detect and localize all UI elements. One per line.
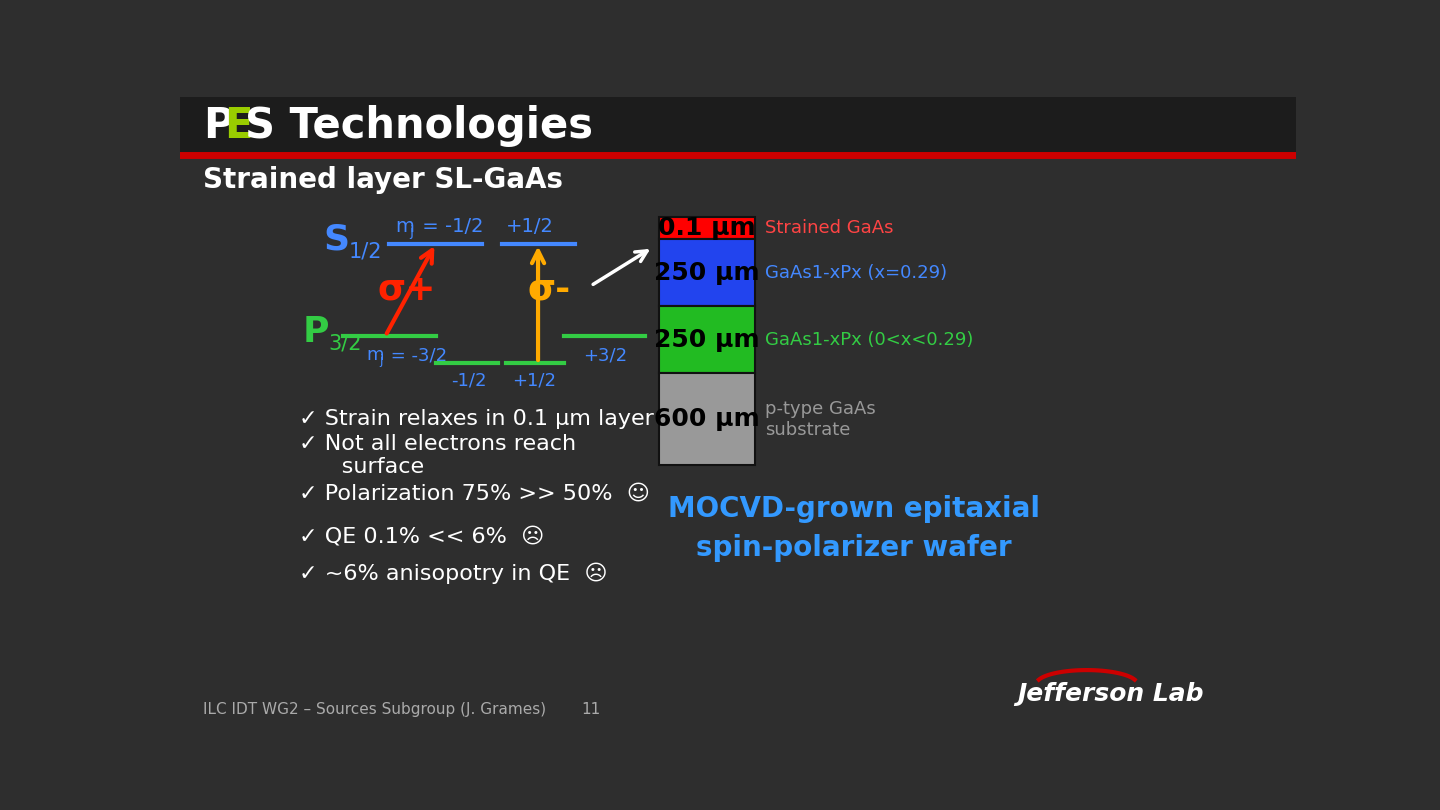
Text: ✓ QE 0.1% << 6%  ☹: ✓ QE 0.1% << 6% ☹ (298, 526, 544, 546)
Text: -1/2: -1/2 (451, 372, 487, 390)
Text: = -3/2: = -3/2 (384, 346, 446, 364)
Text: 11: 11 (582, 701, 600, 717)
Text: 1/2: 1/2 (348, 241, 383, 261)
Text: σ+: σ+ (377, 273, 436, 307)
Text: GaAs1-xPx (x=0.29): GaAs1-xPx (x=0.29) (765, 263, 948, 282)
Text: P: P (203, 104, 233, 147)
Text: m: m (366, 346, 383, 364)
Bar (660, 239, 755, 306)
Text: ✓ Strain relaxes in 0.1 μm layer: ✓ Strain relaxes in 0.1 μm layer (298, 409, 654, 429)
Text: m: m (396, 217, 415, 236)
Text: S Technologies: S Technologies (245, 104, 593, 147)
Text: +3/2: +3/2 (583, 346, 628, 364)
Text: ✓ Not all electrons reach
      surface: ✓ Not all electrons reach surface (298, 433, 576, 477)
Text: p-type GaAs
substrate: p-type GaAs substrate (765, 400, 876, 439)
Text: GaAs1-xPx (0<x<0.29): GaAs1-xPx (0<x<0.29) (765, 330, 973, 348)
Text: S: S (324, 223, 350, 257)
Text: 600 μm: 600 μm (654, 407, 760, 431)
Text: ✓ Polarization 75% >> 50%  ☺: ✓ Polarization 75% >> 50% ☺ (298, 484, 649, 504)
Text: ✓ ~6% anisopotry in QE  ☹: ✓ ~6% anisopotry in QE ☹ (298, 562, 608, 584)
Text: 3/2: 3/2 (328, 334, 361, 354)
Bar (180, 97, 1296, 155)
Text: j: j (409, 225, 413, 239)
Text: σ-: σ- (527, 273, 570, 307)
Text: +1/2: +1/2 (511, 372, 556, 390)
Bar (660, 373, 755, 465)
Bar (660, 306, 755, 373)
Text: = -1/2: = -1/2 (416, 217, 484, 236)
Text: 250 μm: 250 μm (654, 261, 760, 284)
Text: Jefferson Lab: Jefferson Lab (1017, 682, 1204, 706)
Text: 250 μm: 250 μm (654, 328, 760, 352)
Text: MOCVD-grown epitaxial
spin-polarizer wafer: MOCVD-grown epitaxial spin-polarizer waf… (668, 495, 1040, 562)
Bar (660, 216, 755, 239)
Text: E: E (225, 104, 252, 147)
Text: j: j (379, 354, 383, 367)
Text: +1/2: +1/2 (505, 217, 553, 236)
Text: Strained layer SL-GaAs: Strained layer SL-GaAs (203, 166, 563, 194)
Text: ILC IDT WG2 – Sources Subgroup (J. Grames): ILC IDT WG2 – Sources Subgroup (J. Grame… (203, 701, 546, 717)
Text: Strained GaAs: Strained GaAs (765, 219, 894, 237)
Text: 0.1 μm: 0.1 μm (658, 215, 756, 240)
Text: P: P (302, 315, 328, 349)
